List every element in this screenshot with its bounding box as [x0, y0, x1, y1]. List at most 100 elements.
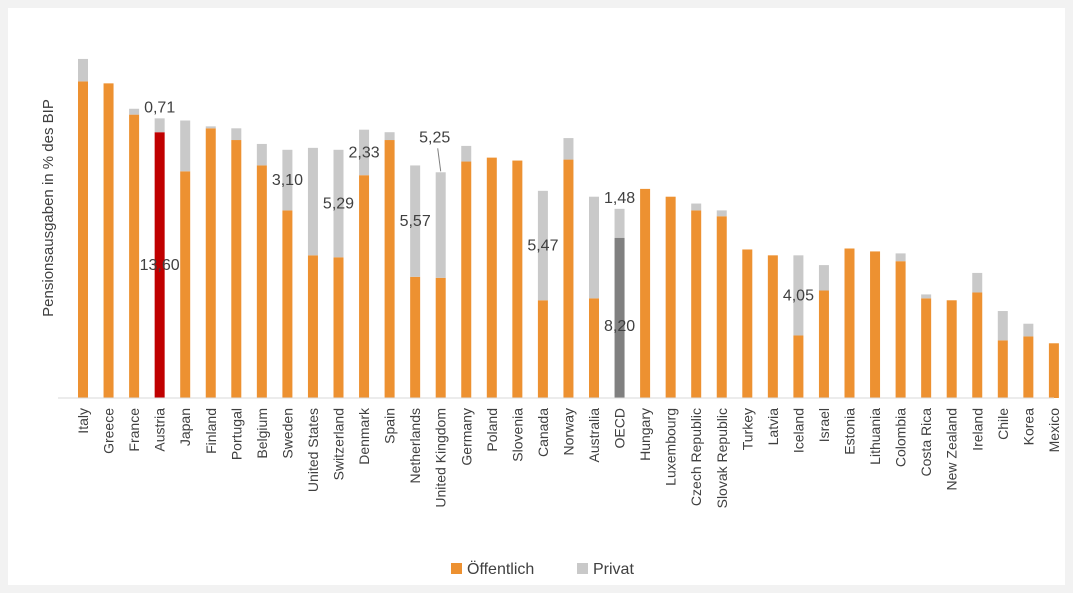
bar-privat-chile — [997, 311, 1008, 341]
x-tick-label-belgium: Belgium — [254, 408, 270, 459]
x-tick-label-costa-rica: Costa Rica — [918, 408, 934, 477]
bar-privat-czech-republic — [691, 203, 702, 211]
bar-privat-korea — [1023, 323, 1034, 337]
bar-privat-colombia — [895, 253, 906, 262]
data-label-netherlands-5-57: 5,57 — [400, 213, 431, 230]
x-tick-label-slovenia: Slovenia — [509, 408, 525, 462]
bar-oeffentlich-united-states — [307, 255, 318, 398]
bar-oeffentlich-iceland — [793, 335, 804, 398]
bar-oeffentlich-slovenia — [512, 160, 523, 398]
legend: Öffentlich Privat — [451, 560, 634, 578]
x-tick-label-czech-republic: Czech Republic — [688, 408, 704, 506]
callout-line-united-kingdom — [437, 148, 442, 172]
bar-privat-italy — [78, 58, 88, 82]
bar-privat-sweden — [282, 149, 293, 211]
bar-oeffentlich-australia — [589, 298, 599, 398]
chart-area: Italy Greece France Austria Japan Finland Port… — [8, 8, 1065, 585]
x-tick-label-netherlands: Netherlands — [407, 408, 423, 484]
x-tick-label-luxembourg: Luxembourg — [663, 408, 679, 486]
x-tick-label-sweden: Sweden — [279, 408, 295, 459]
x-tick-label-chile: Chile — [995, 408, 1011, 440]
bar-oeffentlich-greece — [103, 83, 114, 399]
bar-privat-finland — [205, 126, 216, 129]
x-tick-labels: Italy Greece France Austria Japan Finland Port… — [75, 407, 1062, 508]
bar-oeffentlich-canada — [537, 300, 548, 398]
bar-privat-iceland — [793, 255, 804, 336]
bar-privat-united-kingdom — [435, 172, 446, 278]
bar-oeffentlich-austria — [154, 132, 165, 398]
bar-oeffentlich-norway — [563, 159, 574, 398]
bar-oeffentlich-italy — [78, 81, 88, 399]
bar-oeffentlich-slovak-republic — [716, 216, 727, 398]
bar-oeffentlich-united-kingdom — [435, 277, 446, 398]
data-label-iceland-4-05: 4,05 — [783, 287, 814, 304]
bar-oeffentlich-japan — [180, 171, 191, 398]
data-label-canada-5-47: 5,47 — [527, 238, 558, 255]
bar-oeffentlich-latvia — [767, 255, 778, 398]
bar-privat-switzerland — [333, 149, 344, 258]
x-tick-label-germany: Germany — [458, 408, 474, 466]
bar-oeffentlich-switzerland — [333, 257, 344, 398]
bar-privat-slovak-republic — [716, 210, 727, 217]
data-label-oecd-8-20: 8,20 — [604, 318, 635, 335]
bar-oeffentlich-colombia — [895, 261, 906, 398]
bar-oeffentlich-czech-republic — [691, 210, 702, 398]
x-tick-label-australia: Australia — [586, 408, 602, 463]
x-tick-label-new-zealand: New Zealand — [944, 408, 960, 491]
bar-oeffentlich-poland — [486, 157, 497, 398]
bar-privat-spain — [384, 132, 395, 141]
data-label-sweden-3-10: 3,10 — [272, 172, 303, 189]
x-tick-label-denmark: Denmark — [356, 407, 372, 465]
x-tick-label-israel: Israel — [816, 408, 832, 442]
bar-privat-norway — [563, 138, 574, 160]
bar-oeffentlich-korea — [1023, 336, 1034, 398]
bar-oeffentlich-estonia — [844, 248, 855, 398]
x-tick-label-hungary: Hungary — [637, 408, 653, 461]
bar-privat-belgium — [256, 143, 267, 166]
bar-privat-ireland — [972, 272, 983, 293]
bar-privat-france — [129, 108, 140, 115]
bar-oeffentlich-spain — [384, 140, 395, 398]
bar-oeffentlich-sweden — [282, 210, 293, 398]
bar-privat-denmark — [359, 129, 370, 176]
data-label-oecd-1-48: 1,48 — [604, 190, 635, 207]
x-tick-label-italy: Italy — [75, 408, 91, 434]
bar-oeffentlich-turkey — [742, 249, 753, 398]
bar-oeffentlich-mexico — [1048, 343, 1059, 398]
x-tick-label-finland: Finland — [203, 408, 219, 454]
bar-oeffentlich-portugal — [231, 140, 242, 398]
x-tick-label-switzerland: Switzerland — [331, 408, 347, 480]
x-tick-label-austria: Austria — [152, 408, 168, 452]
bar-privat-united-states — [307, 147, 318, 256]
x-tick-label-iceland: Iceland — [790, 408, 806, 453]
bar-oeffentlich-netherlands — [410, 276, 421, 398]
data-label-switzerland-5-29: 5,29 — [323, 196, 354, 213]
x-tick-label-colombia: Colombia — [893, 408, 909, 467]
bar-privat-japan — [180, 120, 191, 172]
pension-expenditure-chart: Italy Greece France Austria Japan Finland Port… — [40, 58, 1062, 578]
data-label-united-kingdom-5-25: 5,25 — [419, 129, 450, 146]
legend-label-oeffentlich: Öffentlich — [467, 560, 534, 578]
bar-privat-australia — [589, 196, 599, 299]
bar-oeffentlich-hungary — [640, 188, 651, 398]
x-tick-label-united-states: United States — [305, 408, 321, 492]
bar-oeffentlich-france — [129, 114, 140, 398]
bar-oeffentlich-costa-rica — [921, 298, 932, 398]
x-tick-label-united-kingdom: United Kingdom — [433, 408, 449, 508]
bar-oeffentlich-belgium — [256, 165, 267, 398]
bar-privat-netherlands — [410, 165, 421, 277]
x-tick-label-ireland: Ireland — [969, 408, 985, 451]
x-tick-label-turkey: Turkey — [739, 408, 755, 450]
data-label-austria-13-60: 13,60 — [140, 257, 180, 274]
bar-oeffentlich-oecd — [614, 237, 625, 398]
bar-privat-portugal — [231, 128, 242, 141]
x-tick-label-spain: Spain — [382, 408, 398, 444]
bar-oeffentlich-lithuania — [870, 251, 881, 398]
legend-swatch-privat — [577, 563, 588, 574]
bar-privat-costa-rica — [921, 294, 932, 299]
bar-oeffentlich-finland — [205, 128, 216, 398]
bar-oeffentlich-israel — [818, 290, 829, 398]
legend-label-privat: Privat — [593, 561, 634, 578]
y-axis-label: Pensionsausgaben in % des BIP — [40, 99, 57, 317]
bar-oeffentlich-ireland — [972, 292, 983, 398]
